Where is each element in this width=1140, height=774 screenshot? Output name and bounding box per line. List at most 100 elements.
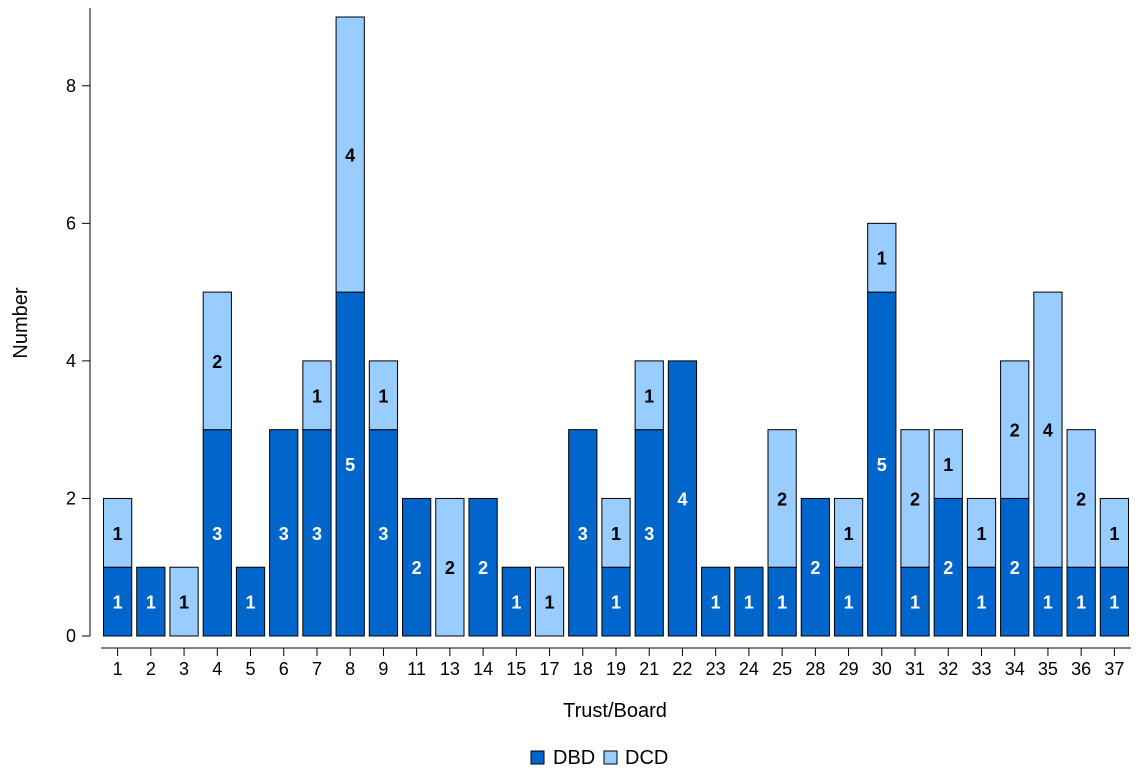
x-tick-label: 15 <box>506 659 526 679</box>
data-label-dcd: 1 <box>545 593 555 613</box>
data-label-dbd: 1 <box>744 593 754 613</box>
x-tick-label: 14 <box>473 659 493 679</box>
x-axis-title: Trust/Board <box>563 700 667 722</box>
bar-dbd <box>601 566 631 637</box>
bar-dbd <box>933 497 963 637</box>
legend-swatch-dbd <box>530 750 545 765</box>
x-tick-label: 9 <box>378 659 388 679</box>
bar-dbd <box>634 429 664 637</box>
x-tick-label: 25 <box>772 659 792 679</box>
legend: DBD DCD <box>530 747 668 769</box>
bar-dcd <box>335 16 365 293</box>
bar-dbd <box>867 291 897 637</box>
data-label-dcd: 1 <box>378 386 388 406</box>
data-label-dcd: 4 <box>345 146 355 166</box>
x-tick-label: 7 <box>312 659 322 679</box>
data-label-dbd: 4 <box>677 489 687 509</box>
bar-dbd <box>1033 566 1063 637</box>
data-label-dcd: 1 <box>1109 524 1119 544</box>
legend-label-dbd: DBD <box>553 747 595 769</box>
bar-dbd <box>701 566 731 637</box>
data-label-dcd: 2 <box>777 489 787 509</box>
x-tick-label: 5 <box>246 659 256 679</box>
bar-dcd <box>1000 360 1030 499</box>
bar-dbd <box>235 566 266 637</box>
x-tick-label: 3 <box>179 659 189 679</box>
x-tick-label: 17 <box>540 659 560 679</box>
x-tick-label: 24 <box>739 659 759 679</box>
legend-label-dcd: DCD <box>625 747 668 769</box>
data-label-dcd: 1 <box>943 455 953 475</box>
bar-dcd <box>933 429 963 499</box>
bar-dcd <box>900 429 930 568</box>
x-tick-label: 22 <box>672 659 692 679</box>
data-label-dcd: 1 <box>877 249 887 269</box>
x-tick-label: 23 <box>706 659 726 679</box>
bar-dcd <box>601 497 631 568</box>
bar-dcd <box>1033 291 1063 568</box>
data-label-dcd: 1 <box>179 593 189 613</box>
data-label-dcd: 2 <box>445 558 455 578</box>
data-label-dcd: 2 <box>910 489 920 509</box>
bar-dbd <box>568 429 598 637</box>
y-tick-label: 6 <box>66 213 76 233</box>
bar-dbd <box>102 566 133 637</box>
x-tick-label: 4 <box>212 659 222 679</box>
data-label-dbd: 1 <box>777 593 787 613</box>
bar-dbd <box>136 566 166 637</box>
y-tick-label: 2 <box>66 488 76 508</box>
y-tick-label: 0 <box>66 626 76 646</box>
data-label-dbd: 3 <box>644 524 654 544</box>
data-label-dbd: 1 <box>146 593 156 613</box>
x-tick-label: 8 <box>345 659 355 679</box>
bar-dbd <box>767 566 797 637</box>
bar-dcd <box>634 360 664 431</box>
data-label-dbd: 3 <box>578 524 588 544</box>
y-tick-label: 8 <box>66 76 76 96</box>
data-label-dcd: 1 <box>312 386 322 406</box>
data-label-dcd: 4 <box>1043 421 1053 441</box>
x-tick-label: 34 <box>1005 659 1025 679</box>
data-label-dcd: 1 <box>113 524 123 544</box>
data-label-dcd: 1 <box>976 524 986 544</box>
bar-dcd <box>169 566 199 637</box>
x-tick-label: 32 <box>938 659 958 679</box>
data-label-dcd: 2 <box>212 352 222 372</box>
bar-dcd <box>1099 497 1130 568</box>
data-label-dcd: 2 <box>1010 421 1020 441</box>
x-tick-label: 35 <box>1038 659 1058 679</box>
x-tick-label: 37 <box>1104 659 1124 679</box>
x-tick-label: 6 <box>279 659 289 679</box>
data-label-dbd: 3 <box>312 524 322 544</box>
data-label-dbd: 1 <box>1109 593 1119 613</box>
data-label-dbd: 1 <box>246 593 256 613</box>
x-tick-label: 29 <box>839 659 859 679</box>
data-label-dbd: 1 <box>1076 593 1086 613</box>
bar-dcd <box>767 429 797 568</box>
bar-dbd <box>402 497 432 637</box>
x-tick-label: 19 <box>606 659 626 679</box>
data-label-dcd: 1 <box>644 386 654 406</box>
data-label-dbd: 1 <box>844 593 854 613</box>
data-label-dbd: 2 <box>412 558 422 578</box>
data-label-dcd: 2 <box>1076 489 1086 509</box>
data-label-dbd: 1 <box>511 593 521 613</box>
data-label-dbd: 2 <box>1010 558 1020 578</box>
x-tick-label: 18 <box>573 659 593 679</box>
bar-dbd <box>335 291 365 637</box>
x-tick-label: 30 <box>872 659 892 679</box>
data-label-dbd: 2 <box>478 558 488 578</box>
bar-dbd <box>269 429 299 637</box>
data-label-dbd: 1 <box>711 593 721 613</box>
x-tick-label: 11 <box>407 659 426 679</box>
bar-dbd <box>368 429 399 637</box>
bar-dbd <box>1066 566 1096 637</box>
y-axis-title: Number <box>10 287 32 358</box>
x-tick-label: 33 <box>971 659 991 679</box>
bar-dcd <box>368 360 399 431</box>
bar-dbd <box>734 566 764 637</box>
legend-swatch-dcd <box>603 750 618 765</box>
